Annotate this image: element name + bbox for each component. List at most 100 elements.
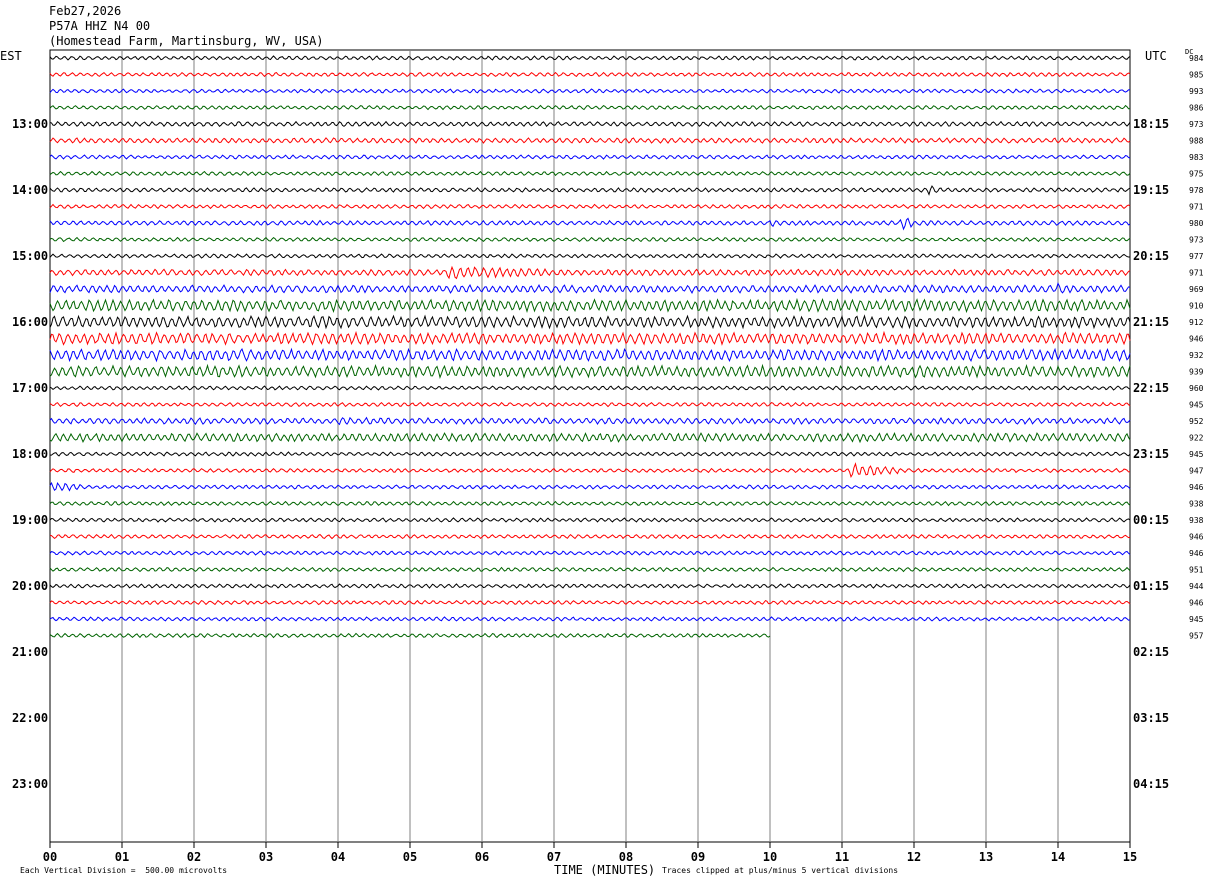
seismic-trace bbox=[49, 500, 1131, 507]
scale-note: Each Vertical Division = 500.00 microvol… bbox=[20, 866, 228, 875]
right-hour-label: 18:15 bbox=[1133, 117, 1169, 131]
seismic-trace bbox=[49, 330, 1131, 346]
seismic-trace bbox=[49, 314, 1131, 330]
x-tick-label: 11 bbox=[835, 850, 849, 864]
dc-offset-label: 971 bbox=[1189, 269, 1204, 278]
x-tick-label: 03 bbox=[259, 850, 273, 864]
right-hour-label: 23:15 bbox=[1133, 447, 1169, 461]
seismic-trace bbox=[50, 451, 1131, 457]
x-tick-label: 06 bbox=[475, 850, 489, 864]
left-hour-label: 13:00 bbox=[12, 117, 48, 131]
dc-offset-label: 945 bbox=[1189, 450, 1204, 459]
x-tick-label: 00 bbox=[43, 850, 57, 864]
clip-note: Traces clipped at plus/minus 5 vertical … bbox=[662, 866, 899, 875]
right-hour-label: 02:15 bbox=[1133, 645, 1169, 659]
seismic-trace bbox=[49, 71, 1131, 78]
dc-offset-label: 973 bbox=[1189, 236, 1204, 245]
dc-label: DC bbox=[1185, 48, 1194, 56]
x-tick-label: 09 bbox=[691, 850, 705, 864]
seismic-trace bbox=[49, 185, 1131, 196]
seismic-trace bbox=[49, 104, 1130, 111]
dc-offset-label: 988 bbox=[1189, 137, 1204, 146]
left-hour-label: 21:00 bbox=[12, 645, 48, 659]
seismic-trace bbox=[49, 632, 771, 639]
seismic-trace bbox=[49, 297, 1131, 314]
seismic-trace bbox=[49, 203, 1131, 210]
seismic-trace bbox=[49, 253, 1130, 259]
left-hour-label: 17:00 bbox=[12, 381, 48, 395]
x-axis-label: TIME (MINUTES) bbox=[554, 863, 656, 877]
x-tick-label: 07 bbox=[547, 850, 561, 864]
seismic-trace bbox=[49, 401, 1131, 408]
right-hour-label: 19:15 bbox=[1133, 183, 1169, 197]
seismic-trace bbox=[49, 462, 1131, 479]
station-label: P57A HHZ N4 00 bbox=[49, 19, 151, 33]
seismic-trace bbox=[49, 120, 1131, 128]
seismic-trace bbox=[49, 363, 1131, 379]
right-hour-label: 00:15 bbox=[1133, 513, 1169, 527]
seismic-trace bbox=[49, 481, 1131, 492]
seismic-trace bbox=[49, 236, 1131, 243]
seismic-trace bbox=[49, 347, 1131, 363]
dc-offset-label: 910 bbox=[1189, 302, 1204, 311]
seismic-trace bbox=[49, 416, 1131, 426]
seismic-trace bbox=[49, 550, 1131, 556]
dc-offset-label: 980 bbox=[1189, 219, 1204, 228]
dc-offset-label: 946 bbox=[1189, 533, 1204, 542]
seismic-trace bbox=[49, 217, 1131, 231]
dc-offset-label: 912 bbox=[1189, 318, 1204, 327]
date-label: Feb27,2026 bbox=[49, 4, 122, 18]
dc-offset-label: 947 bbox=[1189, 467, 1204, 476]
left-hour-label: 23:00 bbox=[12, 777, 48, 791]
seismic-trace bbox=[49, 137, 1131, 144]
right-hour-label: 03:15 bbox=[1133, 711, 1169, 725]
seismic-trace bbox=[49, 385, 1131, 391]
seismic-trace bbox=[49, 154, 1131, 160]
right-hour-label: 04:15 bbox=[1133, 777, 1169, 791]
right-hour-label: 22:15 bbox=[1133, 381, 1169, 395]
dc-offset-label: 946 bbox=[1189, 599, 1204, 608]
seismic-trace bbox=[49, 583, 1131, 589]
dc-offset-label: 973 bbox=[1189, 120, 1204, 129]
seismic-trace bbox=[49, 533, 1131, 540]
dc-offset-label: 975 bbox=[1189, 170, 1204, 179]
dc-offset-label: 945 bbox=[1189, 615, 1204, 624]
dc-offset-label: 939 bbox=[1189, 368, 1204, 377]
seismic-trace bbox=[49, 55, 1131, 61]
x-tick-label: 12 bbox=[907, 850, 921, 864]
dc-offset-label: 977 bbox=[1189, 252, 1204, 261]
seismic-trace bbox=[49, 599, 1131, 606]
x-tick-label: 02 bbox=[187, 850, 201, 864]
right-timezone-label: UTC bbox=[1145, 49, 1167, 63]
right-hour-label: 20:15 bbox=[1133, 249, 1169, 263]
plot-frame bbox=[49, 49, 1131, 843]
right-hour-label: 01:15 bbox=[1133, 579, 1169, 593]
dc-offset-label: 983 bbox=[1189, 153, 1204, 162]
left-hour-label: 19:00 bbox=[12, 513, 48, 527]
x-tick-label: 13 bbox=[979, 850, 993, 864]
dc-offset-label: 971 bbox=[1189, 203, 1204, 212]
seismic-trace bbox=[49, 517, 1131, 523]
dc-offset-label: 945 bbox=[1189, 401, 1204, 410]
seismic-trace bbox=[49, 431, 1131, 444]
seismic-trace bbox=[49, 566, 1131, 573]
dc-offset-label: 993 bbox=[1189, 87, 1204, 96]
left-hour-label: 20:00 bbox=[12, 579, 48, 593]
left-hour-label: 14:00 bbox=[12, 183, 48, 197]
seismic-trace bbox=[49, 282, 1131, 294]
dc-offset-label: 969 bbox=[1189, 285, 1204, 294]
left-hour-label: 16:00 bbox=[12, 315, 48, 329]
dc-offset-label: 946 bbox=[1189, 335, 1204, 344]
x-tick-label: 08 bbox=[619, 850, 633, 864]
dc-offset-label: 960 bbox=[1189, 384, 1204, 393]
dc-offset-label: 938 bbox=[1189, 516, 1204, 525]
dc-offset-label: 978 bbox=[1189, 186, 1204, 195]
seismic-trace bbox=[49, 616, 1131, 622]
left-hour-label: 15:00 bbox=[12, 249, 48, 263]
dc-offset-label: 985 bbox=[1189, 71, 1204, 80]
dc-offset-label: 986 bbox=[1189, 104, 1204, 113]
x-tick-label: 05 bbox=[403, 850, 417, 864]
dc-offset-label: 946 bbox=[1189, 549, 1204, 558]
dc-offset-label: 957 bbox=[1189, 632, 1204, 641]
